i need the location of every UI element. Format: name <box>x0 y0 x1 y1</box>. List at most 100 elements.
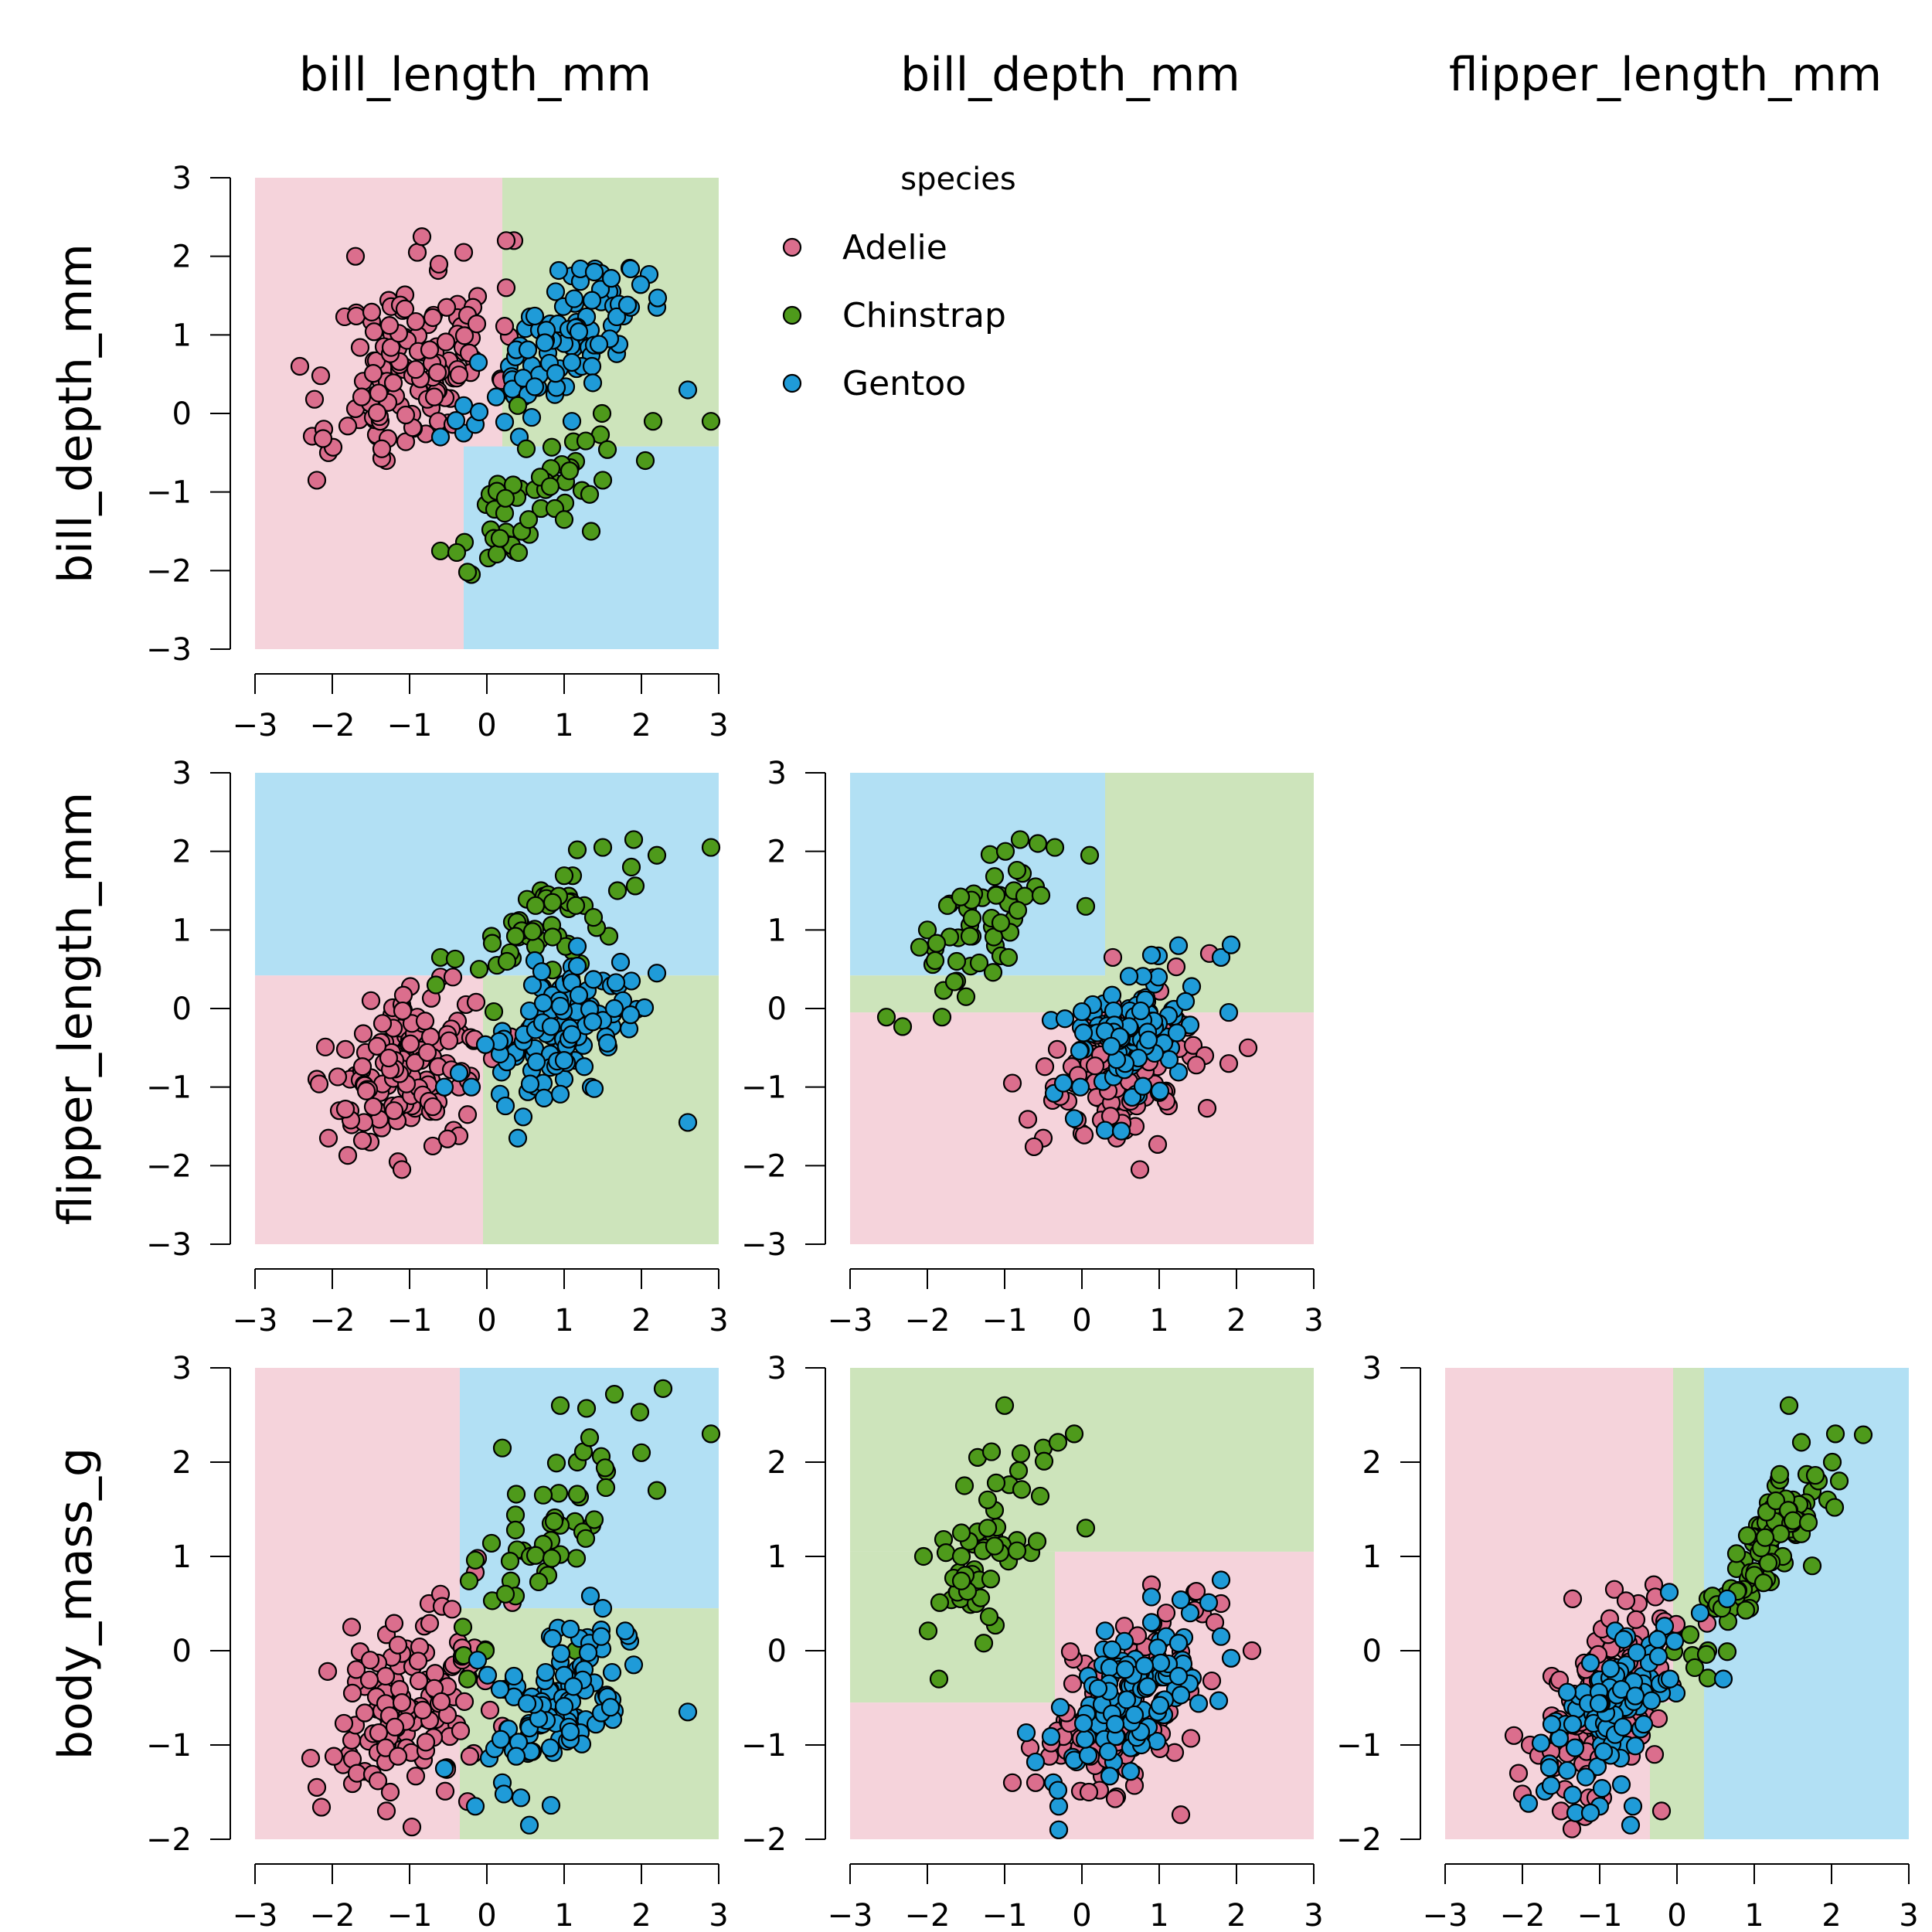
point-gentoo <box>495 413 515 432</box>
point-chinstrap <box>983 963 1003 982</box>
y-tick-label: 1 <box>767 913 787 948</box>
point-adelie <box>376 1801 396 1821</box>
point-gentoo <box>1594 1742 1614 1761</box>
point-gentoo <box>504 1666 524 1686</box>
point-gentoo <box>454 396 474 415</box>
point-adelie <box>1504 1726 1524 1745</box>
point-gentoo <box>1115 1660 1135 1679</box>
point-gentoo <box>562 1025 582 1044</box>
point-chinstrap <box>529 1572 549 1592</box>
x-tick-label: 2 <box>1226 1898 1246 1932</box>
x-tick-label: −3 <box>1423 1898 1468 1932</box>
x-axis: −3 −2 −1 0 1 2 3 <box>828 1268 1324 1338</box>
point-gentoo <box>1625 1736 1645 1756</box>
y-tick-label: −2 <box>1336 1822 1382 1858</box>
point-gentoo <box>580 1587 600 1606</box>
row-title-1: bill_depth_mm <box>49 243 103 583</box>
x-axis: −3 −2 −1 0 1 2 3 <box>233 673 729 743</box>
point-gentoo <box>546 282 566 301</box>
point-adelie <box>1219 1054 1239 1073</box>
point-adelie <box>338 417 358 436</box>
point-adelie <box>311 366 331 386</box>
point-gentoo <box>583 373 603 393</box>
point-gentoo <box>564 289 584 308</box>
point-chinstrap <box>1853 1425 1873 1444</box>
point-chinstrap <box>917 920 937 940</box>
point-gentoo <box>486 387 506 406</box>
point-gentoo <box>1124 1705 1145 1725</box>
x-tick-label: 1 <box>1149 1303 1168 1338</box>
y-axis: −2 −1 0 1 2 3 <box>146 1351 231 1858</box>
y-tick-label: −2 <box>741 1148 787 1184</box>
point-adelie <box>396 405 416 425</box>
point-adelie <box>1079 1782 1099 1802</box>
y-tick-label: −3 <box>146 632 192 668</box>
point-adelie <box>384 1101 404 1121</box>
point-chinstrap <box>1012 1480 1032 1499</box>
point-gentoo <box>591 1627 611 1646</box>
y-tick-label: −1 <box>741 1728 787 1764</box>
data-points <box>301 1379 721 1837</box>
point-gentoo <box>1519 1794 1539 1813</box>
point-adelie <box>1651 1801 1672 1821</box>
panels: −3 −2 −1 0 1 2 3 −3 −2 −1 0 1 2 3 −3 −2 −1 0 1 2 3 −3 −2 −1 0 1 2 3… <box>146 161 1919 1932</box>
point-gentoo <box>546 364 566 383</box>
point-chinstrap <box>998 947 1019 968</box>
point-gentoo <box>1171 1590 1191 1610</box>
point-gentoo <box>1211 1570 1231 1590</box>
point-adelie <box>307 1777 327 1797</box>
x-tick-label: 3 <box>709 1303 728 1338</box>
point-gentoo <box>624 1655 644 1675</box>
point-adelie <box>420 1614 440 1633</box>
point-gentoo <box>551 1644 571 1663</box>
point-gentoo <box>1713 1669 1733 1689</box>
point-adelie <box>379 1048 399 1068</box>
point-gentoo <box>1167 1023 1187 1043</box>
point-chinstrap <box>1076 896 1096 916</box>
point-adelie <box>454 243 474 262</box>
point-gentoo <box>621 971 641 991</box>
point-chinstrap <box>554 866 574 886</box>
y-tick-label: −2 <box>146 553 192 589</box>
point-gentoo <box>495 1096 515 1116</box>
panel-p33: −2 −1 0 1 2 3 −3 −2 −1 0 1 2 3 <box>1336 1351 1919 1932</box>
point-chinstrap <box>1736 1600 1756 1620</box>
point-adelie <box>335 1039 355 1059</box>
point-chinstrap <box>509 543 529 563</box>
y-tick-label: 2 <box>767 835 787 870</box>
point-gentoo <box>602 1662 622 1682</box>
point-adelie <box>369 1723 389 1743</box>
point-adelie <box>424 387 444 406</box>
point-gentoo <box>1660 1669 1680 1689</box>
point-adelie <box>335 1100 355 1119</box>
point-chinstrap <box>1737 1526 1757 1546</box>
point-chinstrap <box>465 1550 485 1570</box>
point-chinstrap <box>495 1584 515 1604</box>
point-adelie <box>383 373 403 393</box>
point-adelie <box>443 968 463 987</box>
point-gentoo <box>1627 1643 1647 1662</box>
point-chinstrap <box>995 1396 1015 1415</box>
point-gentoo <box>1148 968 1168 987</box>
point-gentoo <box>1151 1653 1171 1672</box>
point-gentoo <box>525 306 545 326</box>
point-chinstrap <box>893 1017 913 1036</box>
point-chinstrap <box>985 867 1005 886</box>
point-adelie <box>1197 1099 1217 1118</box>
legend-item-gentoo: Gentoo <box>782 364 966 403</box>
point-chinstrap <box>1822 1452 1842 1472</box>
point-gentoo <box>1141 945 1162 964</box>
point-chinstrap <box>492 1438 512 1458</box>
point-adelie <box>1242 1641 1262 1661</box>
point-gentoo <box>475 1035 495 1054</box>
point-adelie <box>1002 1773 1022 1792</box>
x-tick-label: −3 <box>828 1303 873 1338</box>
point-gentoo <box>1199 1593 1219 1612</box>
point-chinstrap <box>1008 900 1028 920</box>
point-adelie <box>457 1105 478 1124</box>
y-tick-label: −1 <box>146 475 192 511</box>
y-tick-label: −2 <box>741 1822 787 1858</box>
point-gentoo <box>490 1679 510 1699</box>
point-chinstrap <box>1791 1433 1811 1452</box>
point-chinstrap <box>1007 860 1027 880</box>
